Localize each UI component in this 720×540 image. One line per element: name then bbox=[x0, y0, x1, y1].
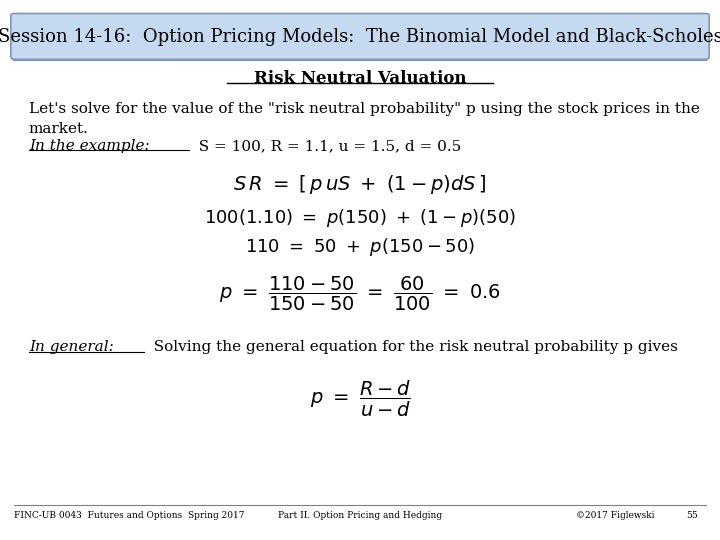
Text: Solving the general equation for the risk neutral probability p gives: Solving the general equation for the ris… bbox=[144, 340, 678, 354]
Text: 55: 55 bbox=[687, 511, 698, 520]
Text: In the example:: In the example: bbox=[29, 139, 150, 153]
Text: S = 100, R = 1.1, u = 1.5, d = 0.5: S = 100, R = 1.1, u = 1.5, d = 0.5 bbox=[189, 139, 461, 153]
Text: FINC-UB 0043  Futures and Options  Spring 2017: FINC-UB 0043 Futures and Options Spring … bbox=[14, 511, 245, 520]
FancyBboxPatch shape bbox=[11, 14, 709, 59]
Text: Part II. Option Pricing and Hedging: Part II. Option Pricing and Hedging bbox=[278, 511, 442, 520]
Text: Let's solve for the value of the "risk neutral probability" p using the stock pr: Let's solve for the value of the "risk n… bbox=[29, 102, 700, 136]
Text: Risk Neutral Valuation: Risk Neutral Valuation bbox=[253, 70, 467, 87]
Text: ©2017 Figlewski: ©2017 Figlewski bbox=[576, 511, 654, 520]
Text: Session 14-16:  Option Pricing Models:  The Binomial Model and Black-Scholes: Session 14-16: Option Pricing Models: Th… bbox=[0, 28, 720, 46]
Text: In general:: In general: bbox=[29, 340, 114, 354]
Text: $110 \ = \ 50 \ + \ p\left(150-50\right)$: $110 \ = \ 50 \ + \ p\left(150-50\right)… bbox=[245, 236, 475, 258]
Text: $100\left(1.10\right) \ = \ p\left(150\right) \ + \ \left(1-p\right)\left(50\rig: $100\left(1.10\right) \ = \ p\left(150\r… bbox=[204, 207, 516, 228]
Text: $p \ = \ \dfrac{110-50}{150-50} \ = \ \dfrac{60}{100} \ = \ 0.6$: $p \ = \ \dfrac{110-50}{150-50} \ = \ \d… bbox=[219, 275, 501, 313]
Text: $p \ = \ \dfrac{R-d}{u-d}$: $p \ = \ \dfrac{R-d}{u-d}$ bbox=[310, 379, 410, 418]
Text: $S\,R \ = \ \left[\, p\,u S \ + \ \left(1-p\right)d S \,\right]$: $S\,R \ = \ \left[\, p\,u S \ + \ \left(… bbox=[233, 173, 487, 196]
